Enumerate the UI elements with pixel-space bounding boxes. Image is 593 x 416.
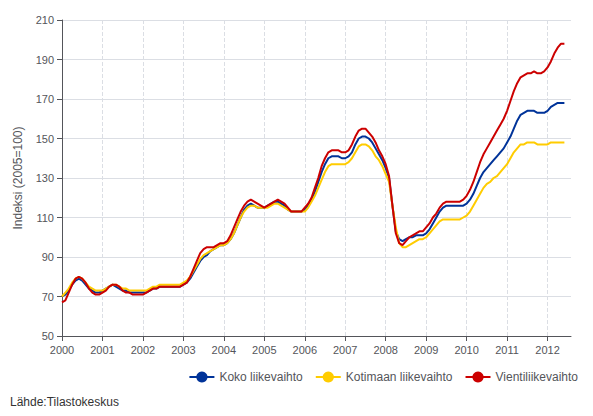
svg-text:90: 90 (42, 251, 54, 263)
svg-text:Indeksi (2005=100): Indeksi (2005=100) (11, 126, 25, 229)
svg-text:190: 190 (36, 54, 54, 66)
svg-text:2007: 2007 (333, 344, 357, 356)
svg-text:70: 70 (42, 291, 54, 303)
svg-text:150: 150 (36, 133, 54, 145)
svg-text:2005: 2005 (252, 344, 276, 356)
svg-text:2012: 2012 (535, 344, 559, 356)
svg-text:2008: 2008 (373, 344, 397, 356)
svg-text:130: 130 (36, 172, 54, 184)
svg-text:170: 170 (36, 93, 54, 105)
svg-text:2004: 2004 (212, 344, 236, 356)
svg-text:2000: 2000 (50, 344, 74, 356)
svg-text:Koko liikevaihto: Koko liikevaihto (219, 370, 303, 384)
svg-text:Kotimaan liikevaihto: Kotimaan liikevaihto (346, 370, 453, 384)
svg-text:2002: 2002 (131, 344, 155, 356)
svg-text:2009: 2009 (414, 344, 438, 356)
svg-text:2006: 2006 (293, 344, 317, 356)
svg-text:110: 110 (36, 212, 54, 224)
svg-text:210: 210 (36, 14, 54, 26)
svg-text:Lähde:Tilastokeskus: Lähde:Tilastokeskus (10, 395, 119, 409)
svg-text:2010: 2010 (454, 344, 478, 356)
svg-text:2011: 2011 (495, 344, 519, 356)
svg-text:Vientiliikevaihto: Vientiliikevaihto (496, 370, 579, 384)
svg-text:2001: 2001 (90, 344, 114, 356)
svg-text:2003: 2003 (171, 344, 195, 356)
svg-text:50: 50 (42, 330, 54, 342)
